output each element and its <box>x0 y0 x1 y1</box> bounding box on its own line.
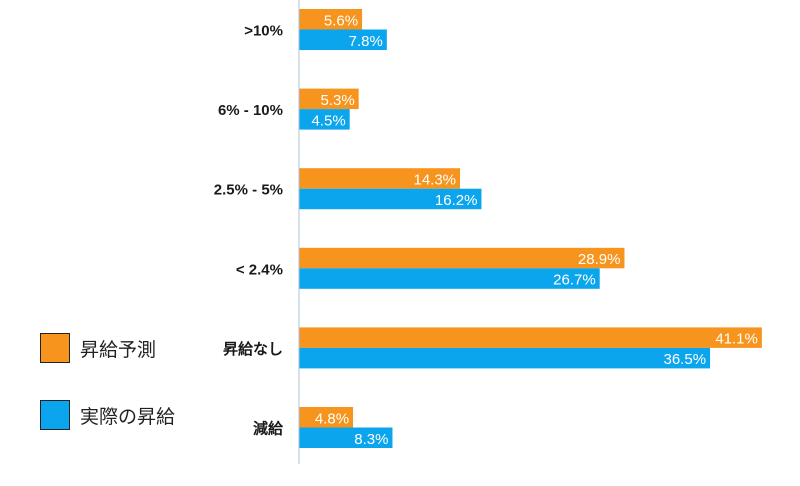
bar-actual-2 <box>299 188 482 210</box>
category-label-1: 6% - 10% <box>218 102 283 119</box>
bar-forecast-0 <box>299 9 363 30</box>
legend-swatch-forecast <box>40 333 70 363</box>
data-label-actual-5: 8.3% <box>354 431 388 448</box>
bar-actual-0 <box>299 29 387 50</box>
bar-forecast-2 <box>299 168 461 189</box>
bar-actual-3 <box>299 268 600 289</box>
data-label-forecast-5: 4.8% <box>315 410 349 427</box>
category-label-2: 2.5% - 5% <box>214 182 283 199</box>
category-label-4: 昇給なし <box>223 340 283 358</box>
data-label-actual-1: 4.5% <box>311 112 345 129</box>
data-label-forecast-1: 5.3% <box>320 92 354 109</box>
bar-actual-1 <box>299 109 350 130</box>
legend-label-actual: 実際の昇給 <box>80 405 176 428</box>
category-label-0: >10% <box>244 23 283 40</box>
legend-item-actual: 実際の昇給 <box>40 400 175 430</box>
data-label-actual-2: 16.2% <box>435 192 478 209</box>
category-label-3: < 2.4% <box>236 261 283 278</box>
data-label-actual-4: 36.5% <box>664 351 707 368</box>
bar-forecast-5 <box>299 407 354 428</box>
category-label-5: 減給 <box>253 420 284 438</box>
legend-swatch-actual <box>40 400 70 430</box>
legend-item-forecast: 昇給予測 <box>40 333 156 363</box>
legend-label-forecast: 昇給予測 <box>80 338 157 361</box>
bar-actual-5 <box>299 427 393 448</box>
bar-forecast-4 <box>299 327 762 348</box>
data-label-actual-0: 7.8% <box>349 33 383 50</box>
data-label-forecast-3: 28.9% <box>578 251 621 268</box>
bar-forecast-1 <box>299 88 359 110</box>
bar-actual-4 <box>299 347 711 369</box>
data-label-forecast-4: 41.1% <box>715 331 758 348</box>
data-label-forecast-0: 5.6% <box>324 12 358 29</box>
bar-forecast-3 <box>299 247 625 269</box>
data-label-forecast-2: 14.3% <box>413 171 456 188</box>
data-label-actual-3: 26.7% <box>553 272 596 289</box>
